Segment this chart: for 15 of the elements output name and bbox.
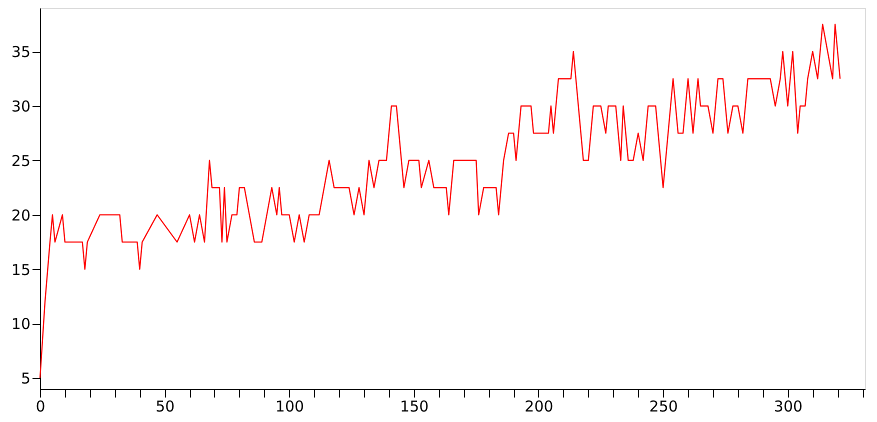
x-tick-label: 300 [774,398,803,416]
x-tick-label: 50 [156,398,175,416]
y-tick-label: 10 [11,315,30,334]
x-tick-label: 100 [275,398,304,416]
x-tick-label: 150 [400,398,429,416]
y-tick-label: 15 [11,260,30,279]
y-tick-label: 35 [11,43,30,62]
y-tick-label: 30 [11,97,30,116]
y-tick-label: 25 [11,152,30,170]
line-series [39,24,841,379]
x-tick-label: 250 [649,398,678,416]
x-tick-label: 200 [524,398,554,416]
x-tick-label: 0 [36,398,46,416]
y-tick-label: 5 [20,370,30,388]
y-tick-label: 20 [11,206,30,224]
